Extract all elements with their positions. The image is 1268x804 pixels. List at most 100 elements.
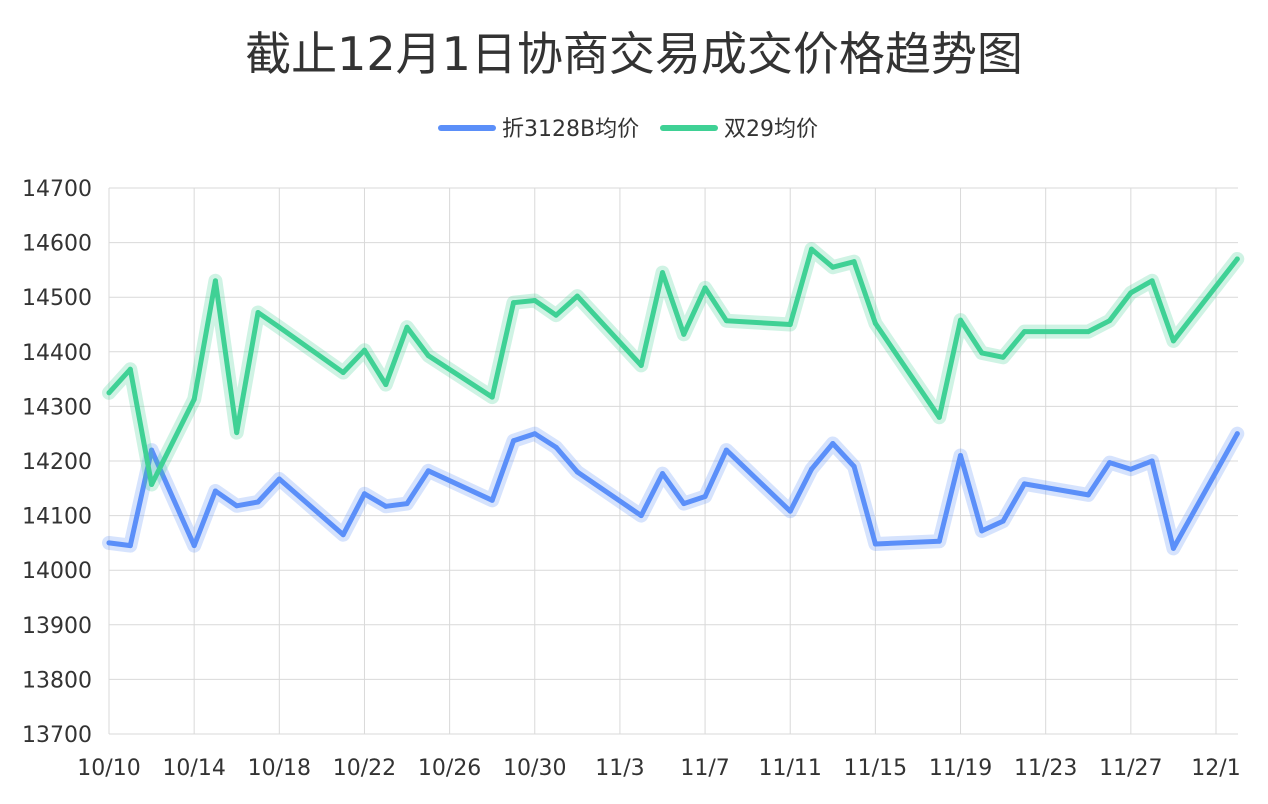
data-point-series-0[interactable]	[723, 447, 729, 453]
y-tick-label: 14600	[22, 232, 92, 257]
data-point-series-0[interactable]	[510, 438, 516, 444]
y-tick-label: 13900	[22, 614, 92, 639]
x-tick-label: 11/23	[1014, 756, 1077, 781]
data-point-series-0[interactable]	[191, 543, 197, 549]
plot-grid	[108, 187, 1238, 735]
x-tick-label: 10/14	[162, 756, 225, 781]
data-point-series-0[interactable]	[681, 501, 687, 507]
data-point-series-1[interactable]	[787, 322, 793, 327]
data-point-series-0[interactable]	[574, 469, 580, 475]
data-point-series-0[interactable]	[1170, 545, 1176, 551]
data-point-series-1[interactable]	[1234, 256, 1240, 262]
data-point-series-0[interactable]	[425, 468, 431, 474]
data-point-series-0[interactable]	[638, 513, 644, 519]
data-point-series-0[interactable]	[958, 453, 964, 459]
data-point-series-1[interactable]	[553, 312, 559, 318]
data-point-series-0[interactable]	[276, 476, 282, 482]
legend-item-series-1[interactable]: 双29均价	[660, 117, 818, 142]
x-tick-label: 11/11	[759, 756, 822, 781]
data-point-series-1[interactable]	[489, 394, 495, 400]
legend-item-series-0[interactable]: 折3128B均价	[438, 117, 639, 142]
data-point-series-1[interactable]	[1128, 290, 1134, 296]
y-tick-label: 14100	[22, 505, 92, 530]
data-point-series-1[interactable]	[979, 350, 985, 356]
data-point-series-1[interactable]	[936, 414, 942, 420]
data-point-series-0[interactable]	[383, 503, 389, 509]
data-point-series-1[interactable]	[404, 324, 410, 330]
data-point-series-0[interactable]	[489, 497, 495, 503]
data-point-series-1[interactable]	[212, 278, 218, 284]
data-point-series-0[interactable]	[1128, 466, 1134, 472]
data-point-series-1[interactable]	[958, 317, 964, 323]
data-point-series-0[interactable]	[255, 499, 261, 505]
y-axis-ticks: 14700 14600 14500 14400 14300 14200 14100 14000…	[22, 177, 92, 748]
data-point-series-0[interactable]	[872, 541, 878, 547]
data-point-series-0[interactable]	[1021, 481, 1027, 487]
data-point-series-1[interactable]	[383, 382, 389, 388]
data-point-series-1[interactable]	[1149, 278, 1155, 284]
data-point-series-1[interactable]	[851, 259, 857, 265]
data-point-series-0[interactable]	[830, 441, 836, 447]
data-point-series-0[interactable]	[1149, 458, 1155, 464]
data-point-series-0[interactable]	[361, 491, 367, 497]
data-point-series-0[interactable]	[660, 471, 665, 477]
data-point-series-1[interactable]	[106, 390, 112, 396]
data-point-series-0[interactable]	[212, 488, 218, 494]
data-point-series-0[interactable]	[1000, 518, 1006, 524]
data-point-series-0[interactable]	[787, 508, 793, 514]
data-point-series-0[interactable]	[851, 463, 857, 469]
data-point-series-1[interactable]	[361, 347, 367, 353]
x-tick-label: 11/7	[680, 756, 729, 781]
data-point-series-0[interactable]	[532, 431, 538, 437]
x-tick-label: 11/15	[844, 756, 907, 781]
data-point-series-0[interactable]	[234, 503, 240, 509]
data-point-series-1[interactable]	[660, 270, 665, 276]
data-point-series-1[interactable]	[191, 396, 197, 402]
x-tick-label: 11/3	[595, 756, 644, 781]
data-point-series-1[interactable]	[1000, 354, 1006, 360]
data-point-series-1[interactable]	[638, 362, 644, 368]
data-point-series-1[interactable]	[574, 293, 580, 299]
data-point-series-1[interactable]	[1170, 338, 1176, 344]
data-point-series-1[interactable]	[532, 297, 538, 303]
data-point-series-0[interactable]	[127, 543, 133, 549]
data-point-series-1[interactable]	[149, 481, 155, 487]
x-tick-label: 10/30	[503, 756, 566, 781]
data-point-series-1[interactable]	[681, 331, 687, 337]
data-point-series-0[interactable]	[106, 540, 112, 546]
series-glow-1	[102, 242, 1245, 492]
data-point-series-1[interactable]	[702, 285, 708, 291]
data-point-series-0[interactable]	[1234, 431, 1240, 437]
series-line-0[interactable]	[106, 431, 1240, 551]
x-axis-ticks: 10/10 10/14 10/18 10/22 10/26 10/30 11/3 11/7 11…	[77, 756, 1240, 781]
data-point-series-1[interactable]	[234, 430, 240, 436]
data-point-series-1[interactable]	[425, 353, 431, 359]
x-tick-label: 12/1	[1191, 756, 1240, 781]
data-point-series-1[interactable]	[1085, 329, 1091, 335]
data-point-series-0[interactable]	[1107, 460, 1113, 466]
data-point-series-1[interactable]	[127, 366, 133, 372]
data-point-series-0[interactable]	[340, 532, 346, 538]
data-point-series-1[interactable]	[809, 246, 815, 252]
legend-label-series-0: 折3128B均价	[502, 117, 639, 142]
data-point-series-1[interactable]	[723, 318, 729, 324]
data-point-series-1[interactable]	[1107, 318, 1113, 324]
data-point-series-0[interactable]	[809, 466, 815, 472]
data-point-series-0[interactable]	[553, 444, 559, 450]
data-point-series-1[interactable]	[340, 370, 346, 376]
data-point-series-0[interactable]	[404, 501, 410, 507]
data-point-series-1[interactable]	[872, 320, 878, 326]
data-point-series-1[interactable]	[1021, 329, 1027, 335]
data-point-series-1[interactable]	[830, 264, 836, 270]
y-tick-label: 14000	[22, 559, 92, 584]
data-point-series-0[interactable]	[702, 493, 708, 499]
data-point-series-0[interactable]	[936, 538, 942, 544]
data-point-series-0[interactable]	[149, 447, 155, 453]
data-point-series-1[interactable]	[255, 309, 261, 315]
x-tick-label: 11/19	[929, 756, 992, 781]
data-point-series-0[interactable]	[979, 528, 985, 534]
data-point-series-1[interactable]	[276, 324, 282, 330]
data-point-series-1[interactable]	[510, 300, 516, 306]
data-point-series-0[interactable]	[1085, 492, 1091, 498]
